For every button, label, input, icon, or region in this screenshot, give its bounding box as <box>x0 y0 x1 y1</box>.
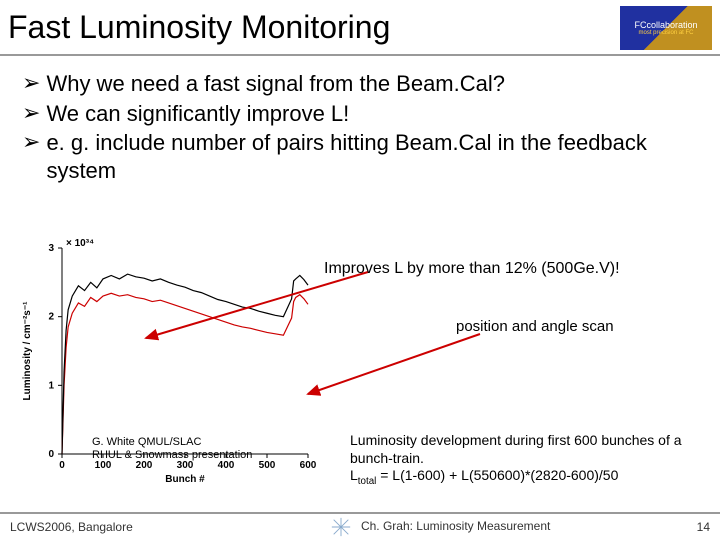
bullet-item: ➢ Why we need a fast signal from the Bea… <box>22 70 700 98</box>
svg-text:500: 500 <box>259 460 276 471</box>
footer-page-number: 14 <box>670 520 710 534</box>
svg-text:× 10³⁴: × 10³⁴ <box>66 238 94 249</box>
svg-text:100: 100 <box>95 460 112 471</box>
luminosity-development-text: Luminosity development during first 600 … <box>350 432 700 488</box>
slide-title: Fast Luminosity Monitoring <box>8 9 390 46</box>
collaboration-logo: FCcollaboration most precision at FC <box>620 6 712 50</box>
bullet-item: ➢ e. g. include number of pairs hitting … <box>22 129 700 184</box>
svg-text:400: 400 <box>218 460 235 471</box>
svg-text:Bunch #: Bunch # <box>165 474 205 485</box>
footer-conference: LCWS2006, Bangalore <box>10 520 210 534</box>
credit-line: G. White QMUL/SLAC <box>92 436 252 449</box>
slide-footer: LCWS2006, Bangalore Ch. Grah: Luminosity… <box>0 512 720 540</box>
bullet-arrow-icon: ➢ <box>22 129 40 155</box>
annotation-position-angle: position and angle scan <box>456 318 614 335</box>
svg-text:300: 300 <box>177 460 194 471</box>
title-bar: Fast Luminosity Monitoring FCcollaborati… <box>0 0 720 56</box>
bullet-item: ➢ We can significantly improve L! <box>22 100 700 128</box>
bullet-text: Why we need a fast signal from the Beam.… <box>46 70 505 98</box>
svg-text:600: 600 <box>300 460 317 471</box>
bullet-arrow-icon: ➢ <box>22 70 40 96</box>
footer-author-title: Ch. Grah: Luminosity Measurement <box>210 516 670 538</box>
bullet-text: e. g. include number of pairs hitting Be… <box>46 129 700 184</box>
svg-text:2: 2 <box>48 312 54 323</box>
svg-text:3: 3 <box>48 243 54 254</box>
snowflake-icon <box>330 516 352 538</box>
lumi-dev-formula: Ltotal = L(1-600) + L(550600)*(2820-600)… <box>350 467 700 488</box>
bullet-arrow-icon: ➢ <box>22 100 40 126</box>
chart-credit: G. White QMUL/SLAC RHUL & Snowmass prese… <box>92 436 252 461</box>
credit-line: RHUL & Snowmass presentation <box>92 449 252 462</box>
svg-text:0: 0 <box>59 460 65 471</box>
logo-line-2: most precision at FC <box>638 30 693 36</box>
svg-text:0: 0 <box>48 449 54 460</box>
footer-center-text: Ch. Grah: Luminosity Measurement <box>361 519 550 533</box>
bullet-list: ➢ Why we need a fast signal from the Bea… <box>0 56 720 184</box>
svg-text:1: 1 <box>48 380 54 391</box>
logo-line-1: FCcollaboration <box>634 21 697 30</box>
lumi-dev-line1: Luminosity development during first 600 … <box>350 432 700 467</box>
svg-text:200: 200 <box>136 460 153 471</box>
svg-text:Luminosity / cm⁻²s⁻¹: Luminosity / cm⁻²s⁻¹ <box>22 301 33 401</box>
bullet-text: We can significantly improve L! <box>46 100 349 128</box>
annotation-improves: Improves L by more than 12% (500Ge.V)! <box>324 260 620 278</box>
